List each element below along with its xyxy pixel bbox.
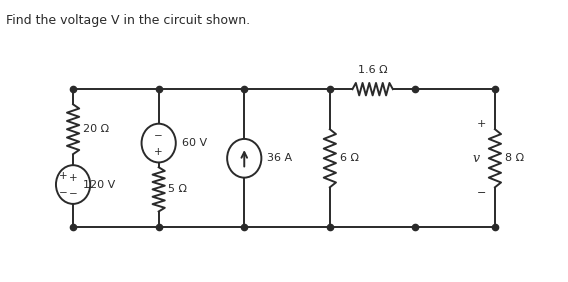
Text: 20 Ω: 20 Ω	[83, 124, 109, 134]
Text: −: −	[69, 189, 77, 199]
Text: +: +	[69, 173, 77, 183]
Text: 5 Ω: 5 Ω	[169, 184, 187, 194]
Text: +: +	[477, 119, 486, 129]
Text: +: +	[154, 147, 163, 157]
Text: 8 Ω: 8 Ω	[505, 153, 524, 163]
Text: v: v	[473, 152, 480, 165]
Text: 120 V: 120 V	[83, 180, 115, 190]
Text: 1.6 Ω: 1.6 Ω	[358, 65, 387, 75]
Text: −: −	[477, 188, 486, 198]
Text: −: −	[154, 131, 163, 141]
Text: +: +	[59, 171, 68, 181]
Text: 60 V: 60 V	[182, 138, 207, 148]
Text: 6 Ω: 6 Ω	[340, 153, 358, 163]
Text: 36 A: 36 A	[268, 153, 293, 163]
Text: −: −	[59, 188, 68, 198]
Text: Find the voltage V in the circuit shown.: Find the voltage V in the circuit shown.	[6, 14, 250, 27]
